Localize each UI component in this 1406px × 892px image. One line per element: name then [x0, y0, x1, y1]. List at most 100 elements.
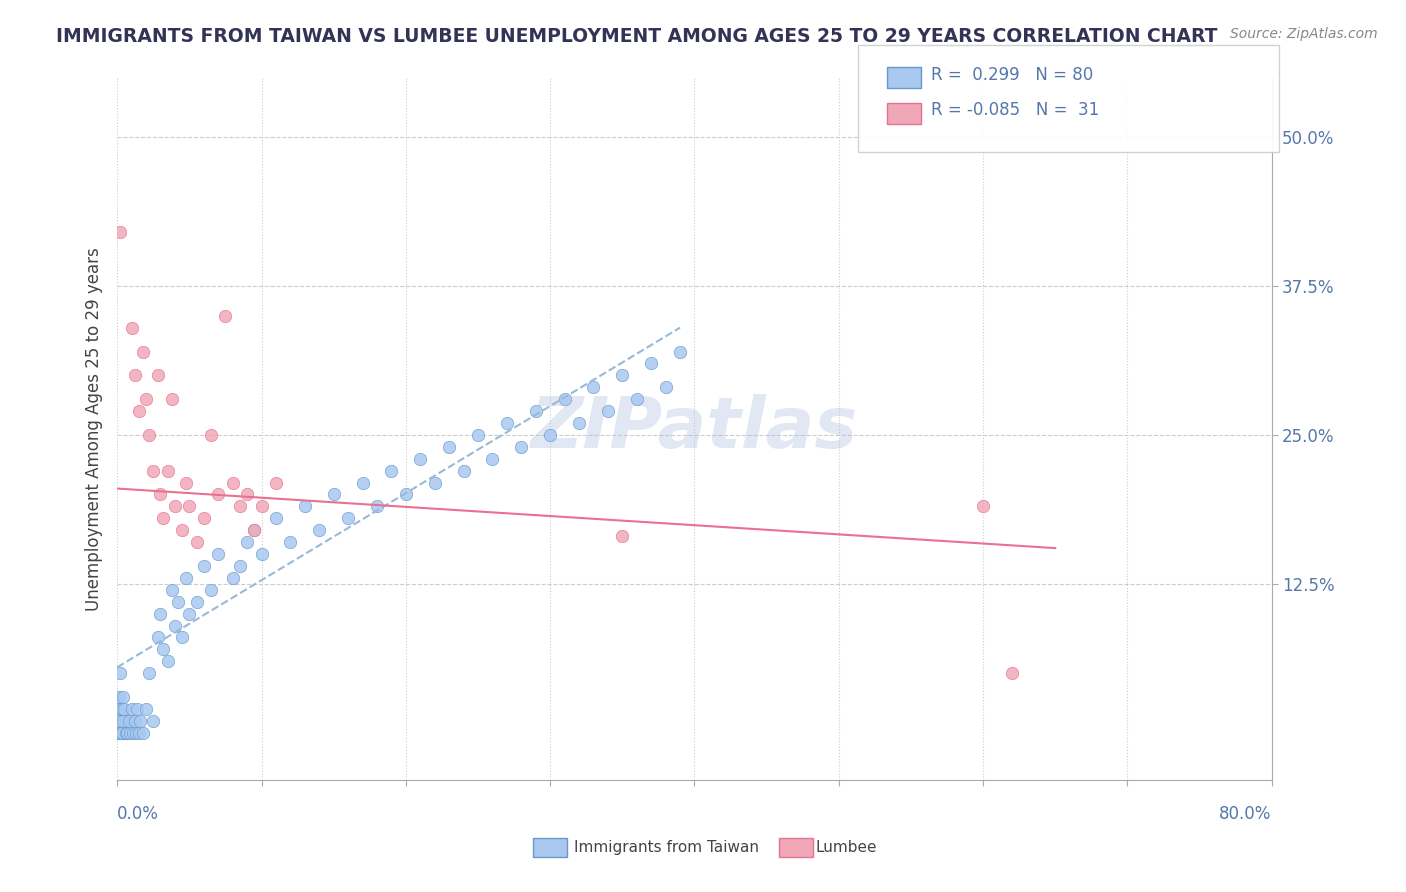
Point — [423, 475, 446, 490]
Point — [149, 607, 172, 621]
Point — [409, 451, 432, 466]
Point — [172, 631, 194, 645]
Point — [146, 631, 169, 645]
Point — [127, 702, 149, 716]
Point — [337, 511, 360, 525]
Point — [115, 726, 138, 740]
Point — [437, 440, 460, 454]
Point — [538, 428, 561, 442]
Point — [322, 487, 344, 501]
Point — [264, 475, 287, 490]
Point — [149, 487, 172, 501]
Point — [112, 726, 135, 740]
Point — [221, 475, 243, 490]
Point — [142, 714, 165, 728]
Point — [243, 523, 266, 537]
Point — [160, 582, 183, 597]
Point — [163, 500, 186, 514]
Point — [554, 392, 576, 407]
Point — [200, 582, 222, 597]
Point — [352, 475, 374, 490]
Point — [453, 464, 475, 478]
Point — [308, 523, 330, 537]
Text: Lumbee: Lumbee — [815, 840, 877, 855]
Point — [107, 690, 129, 704]
Point — [124, 368, 146, 383]
Y-axis label: Unemployment Among Ages 25 to 29 years: Unemployment Among Ages 25 to 29 years — [86, 247, 103, 611]
Point — [172, 523, 194, 537]
Point — [207, 547, 229, 561]
Point — [467, 428, 489, 442]
Point — [122, 726, 145, 740]
Point — [129, 714, 152, 728]
Point — [152, 511, 174, 525]
Point — [156, 654, 179, 668]
Point — [612, 368, 634, 383]
Point — [495, 416, 517, 430]
Point — [138, 666, 160, 681]
Point — [108, 714, 131, 728]
Point — [200, 428, 222, 442]
Text: Source: ZipAtlas.com: Source: ZipAtlas.com — [1230, 27, 1378, 41]
Point — [250, 547, 273, 561]
Point — [176, 475, 198, 490]
Point — [132, 344, 155, 359]
Text: 80.0%: 80.0% — [1219, 805, 1271, 823]
Point — [118, 714, 141, 728]
Point — [121, 702, 143, 716]
Point — [207, 487, 229, 501]
Text: R = -0.085   N =  31: R = -0.085 N = 31 — [931, 101, 1099, 119]
Point — [108, 726, 131, 740]
Point — [132, 726, 155, 740]
Point — [128, 404, 150, 418]
Point — [166, 595, 188, 609]
Point — [179, 500, 201, 514]
Point — [250, 500, 273, 514]
Point — [186, 535, 208, 549]
Point — [186, 595, 208, 609]
Point — [124, 714, 146, 728]
Point — [111, 690, 134, 704]
Point — [972, 500, 994, 514]
Point — [193, 559, 215, 574]
Point — [264, 511, 287, 525]
Point — [654, 380, 676, 394]
Point — [138, 428, 160, 442]
Point — [669, 344, 692, 359]
Point — [193, 511, 215, 525]
Point — [236, 487, 259, 501]
Point — [111, 726, 134, 740]
Point — [163, 618, 186, 632]
Point — [229, 500, 252, 514]
Point — [135, 392, 157, 407]
Point — [640, 356, 662, 370]
Point — [142, 464, 165, 478]
Point — [146, 368, 169, 383]
Point — [1001, 666, 1024, 681]
Point — [582, 380, 605, 394]
Point — [156, 464, 179, 478]
Point — [626, 392, 648, 407]
Point — [481, 451, 503, 466]
Point — [115, 714, 138, 728]
Point — [395, 487, 418, 501]
Point — [125, 726, 148, 740]
Point — [121, 320, 143, 334]
Point — [280, 535, 302, 549]
Point — [110, 702, 132, 716]
Point — [117, 726, 139, 740]
Point — [108, 726, 131, 740]
Point — [135, 702, 157, 716]
Point — [214, 309, 236, 323]
Point — [596, 404, 619, 418]
Text: 0.0%: 0.0% — [117, 805, 159, 823]
Point — [380, 464, 402, 478]
Point — [152, 642, 174, 657]
Point — [221, 571, 243, 585]
Text: IMMIGRANTS FROM TAIWAN VS LUMBEE UNEMPLOYMENT AMONG AGES 25 TO 29 YEARS CORRELAT: IMMIGRANTS FROM TAIWAN VS LUMBEE UNEMPLO… — [56, 27, 1218, 45]
Point — [236, 535, 259, 549]
Point — [176, 571, 198, 585]
Point — [612, 529, 634, 543]
Text: R =  0.299   N = 80: R = 0.299 N = 80 — [931, 66, 1092, 84]
Text: Immigrants from Taiwan: Immigrants from Taiwan — [574, 840, 759, 855]
